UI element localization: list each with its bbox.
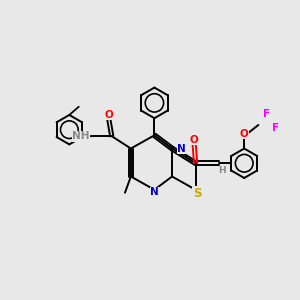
Text: F: F (263, 110, 270, 119)
Text: H: H (218, 166, 225, 175)
Text: O: O (190, 135, 199, 145)
Text: S: S (193, 187, 201, 200)
Text: F: F (272, 123, 279, 133)
Text: N: N (177, 143, 186, 154)
Text: O: O (104, 110, 113, 120)
Text: NH: NH (72, 131, 90, 141)
Text: N: N (150, 187, 159, 197)
Text: O: O (240, 129, 249, 139)
